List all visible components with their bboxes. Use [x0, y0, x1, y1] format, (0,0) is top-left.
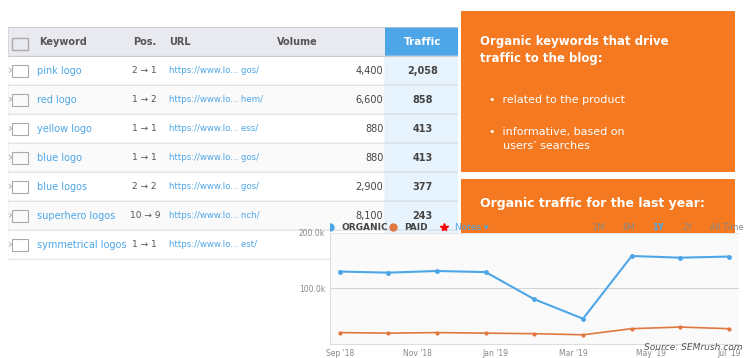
Text: blue logos: blue logos — [37, 182, 87, 192]
Text: Organic traffic for the last year:: Organic traffic for the last year: — [481, 197, 705, 210]
Text: 413: 413 — [413, 124, 433, 134]
FancyBboxPatch shape — [386, 85, 460, 114]
Text: blue logo: blue logo — [37, 153, 82, 163]
Text: ›: › — [8, 238, 13, 251]
FancyBboxPatch shape — [386, 172, 460, 201]
FancyBboxPatch shape — [8, 114, 458, 143]
Text: 1 → 1: 1 → 1 — [132, 240, 158, 249]
Text: Traffic: Traffic — [404, 37, 441, 47]
Text: 480: 480 — [364, 240, 383, 250]
FancyBboxPatch shape — [386, 143, 460, 172]
Text: 2Y: 2Y — [682, 223, 693, 232]
Text: Notes ▾: Notes ▾ — [455, 223, 489, 232]
Text: ›: › — [8, 151, 13, 164]
Text: 1 → 1: 1 → 1 — [132, 153, 158, 162]
FancyBboxPatch shape — [8, 56, 458, 85]
Text: 225: 225 — [413, 240, 433, 250]
Text: 2 → 2: 2 → 2 — [133, 182, 157, 191]
Text: https://www.lo... gos/: https://www.lo... gos/ — [170, 153, 260, 162]
FancyBboxPatch shape — [386, 230, 460, 259]
FancyBboxPatch shape — [461, 179, 735, 233]
Text: 1 → 1: 1 → 1 — [132, 124, 158, 133]
Text: ORGANIC: ORGANIC — [341, 223, 388, 232]
Text: https://www.lo... ess/: https://www.lo... ess/ — [170, 124, 259, 133]
Text: https://www.lo... gos/: https://www.lo... gos/ — [170, 66, 260, 75]
Text: 2,058: 2,058 — [407, 66, 438, 76]
Text: All Time: All Time — [710, 223, 743, 232]
Text: 6M: 6M — [622, 223, 635, 232]
Text: ›: › — [8, 209, 13, 222]
Text: https://www.lo... hem/: https://www.lo... hem/ — [170, 95, 263, 104]
FancyBboxPatch shape — [8, 172, 458, 201]
FancyBboxPatch shape — [386, 114, 460, 143]
Text: 6,600: 6,600 — [356, 95, 383, 105]
Text: Pos.: Pos. — [134, 37, 156, 47]
Text: Source: SEMrush.com: Source: SEMrush.com — [644, 343, 742, 352]
FancyBboxPatch shape — [8, 27, 458, 56]
Text: yellow logo: yellow logo — [37, 124, 92, 134]
Text: 10 → 9: 10 → 9 — [130, 211, 160, 220]
FancyBboxPatch shape — [386, 27, 460, 56]
Text: 2 → 1: 2 → 1 — [133, 66, 157, 75]
Text: https://www.lo... gos/: https://www.lo... gos/ — [170, 182, 260, 191]
Text: 1 → 2: 1 → 2 — [133, 95, 157, 104]
Text: 8,100: 8,100 — [356, 211, 383, 221]
FancyBboxPatch shape — [8, 201, 458, 230]
Text: ›: › — [8, 122, 13, 135]
Text: 880: 880 — [364, 153, 383, 163]
Text: pink logo: pink logo — [37, 66, 81, 76]
Text: Volume: Volume — [278, 37, 318, 47]
FancyBboxPatch shape — [8, 143, 458, 172]
Text: Keyword: Keyword — [39, 37, 87, 47]
Text: Organic keywords that drive
traffic to the blog:: Organic keywords that drive traffic to t… — [481, 35, 669, 65]
Text: https://www.lo... nch/: https://www.lo... nch/ — [170, 211, 260, 220]
Text: 1M: 1M — [592, 223, 605, 232]
Text: superhero logos: superhero logos — [37, 211, 115, 221]
Text: https://www.lo... est/: https://www.lo... est/ — [170, 240, 257, 249]
Text: symmetrical logos: symmetrical logos — [37, 240, 126, 250]
Text: 858: 858 — [413, 95, 433, 105]
Text: ›: › — [8, 93, 13, 106]
Text: 4,400: 4,400 — [356, 66, 383, 76]
Text: PAID: PAID — [404, 223, 427, 232]
Text: ›: › — [8, 180, 13, 193]
Text: •  informative, based on
    users’ searches: • informative, based on users’ searches — [489, 127, 624, 151]
Text: URL: URL — [170, 37, 191, 47]
Text: red logo: red logo — [37, 95, 76, 105]
Text: 243: 243 — [413, 211, 433, 221]
Text: 413: 413 — [413, 153, 433, 163]
FancyBboxPatch shape — [386, 201, 460, 230]
Text: ›: › — [8, 64, 13, 77]
Text: 880: 880 — [364, 124, 383, 134]
FancyBboxPatch shape — [461, 11, 735, 172]
FancyBboxPatch shape — [8, 230, 458, 259]
FancyBboxPatch shape — [386, 56, 460, 85]
Text: 377: 377 — [413, 182, 433, 192]
Text: •  related to the product: • related to the product — [489, 95, 625, 105]
FancyBboxPatch shape — [8, 85, 458, 114]
Text: 2,900: 2,900 — [356, 182, 383, 192]
Text: 1Y: 1Y — [652, 223, 664, 232]
